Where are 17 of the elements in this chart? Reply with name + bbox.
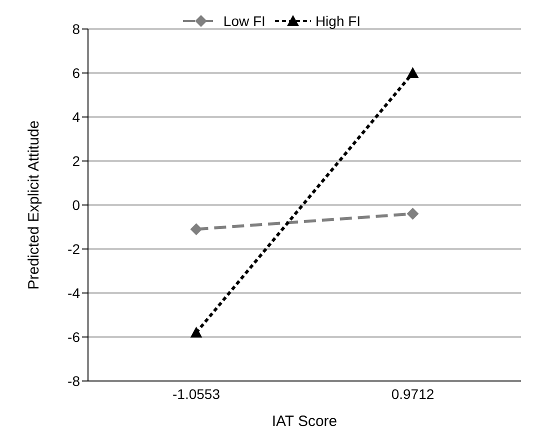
y-tick-label: -4 bbox=[68, 284, 80, 301]
y-tick-label: 2 bbox=[72, 152, 80, 169]
y-tick-label: -2 bbox=[68, 240, 80, 257]
y-tick-label: -8 bbox=[68, 372, 80, 389]
point bbox=[406, 208, 419, 220]
y-tick-label: 8 bbox=[72, 20, 80, 37]
x-tick-label: 0.9712 bbox=[391, 386, 434, 402]
x-axis-title: IAT Score bbox=[272, 413, 338, 430]
y-tick-label: -6 bbox=[68, 328, 80, 345]
x-tick-label: -1.0553 bbox=[172, 386, 220, 402]
point bbox=[190, 223, 202, 236]
y-axis-title: Predicted Explicit Attitude bbox=[25, 120, 42, 290]
y-tick-label: 4 bbox=[72, 108, 80, 125]
legend-label: High FI bbox=[314, 13, 361, 29]
legend-label: Low FI bbox=[222, 13, 266, 29]
y-tick-label: 0 bbox=[72, 196, 80, 213]
y-tick-label: 6 bbox=[72, 64, 80, 81]
